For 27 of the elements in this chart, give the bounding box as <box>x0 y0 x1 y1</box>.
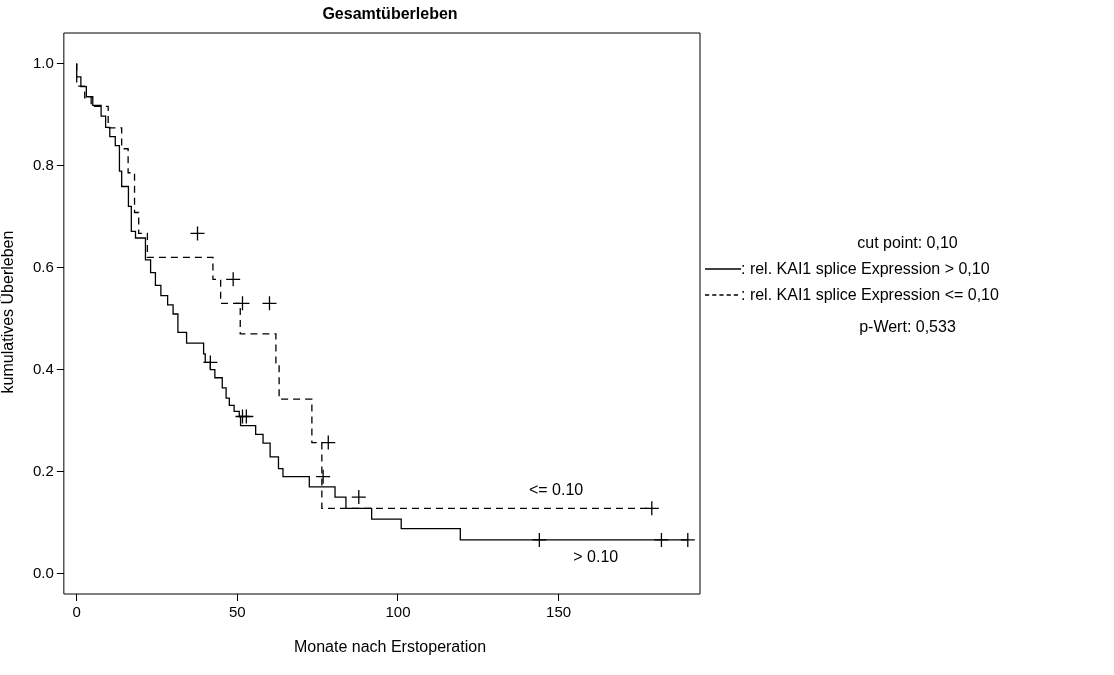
y-tick-label: 0.8 <box>32 155 54 173</box>
legend-label: : rel. KAI1 splice Expression <= 0,10 <box>741 285 999 305</box>
legend-label: : rel. KAI1 splice Expression > 0,10 <box>741 259 990 279</box>
y-tick-label: 0.2 <box>32 461 54 479</box>
chart-title: Gesamtüberleben <box>321 5 459 23</box>
y-tick-label: 0.6 <box>32 257 54 275</box>
point <box>644 500 660 516</box>
annotation: > 0.10 <box>573 548 619 566</box>
x-axis-title: Monate nach Erstoperation <box>292 638 488 656</box>
point <box>225 271 241 287</box>
x-tick-label: 50 <box>229 603 246 621</box>
legend-title: cut point: 0,10 <box>856 233 959 253</box>
y-tick-label: 1.0 <box>32 53 54 71</box>
point <box>315 469 331 485</box>
y-tick-label: 0.0 <box>32 563 54 581</box>
x-tick-label: 150 <box>546 603 572 621</box>
y-axis-title: kumulatives Überleben <box>0 230 17 394</box>
point <box>238 408 254 425</box>
annotation: <= 0.10 <box>528 480 584 498</box>
point <box>261 295 278 311</box>
text: p-Wert: 0,533 <box>858 317 957 337</box>
y-tick-label: 0.4 <box>32 359 54 377</box>
x-tick-label: 0 <box>72 603 81 621</box>
x-tick-label: 100 <box>385 603 411 621</box>
point <box>351 489 367 505</box>
point <box>189 225 206 242</box>
point <box>320 434 336 451</box>
